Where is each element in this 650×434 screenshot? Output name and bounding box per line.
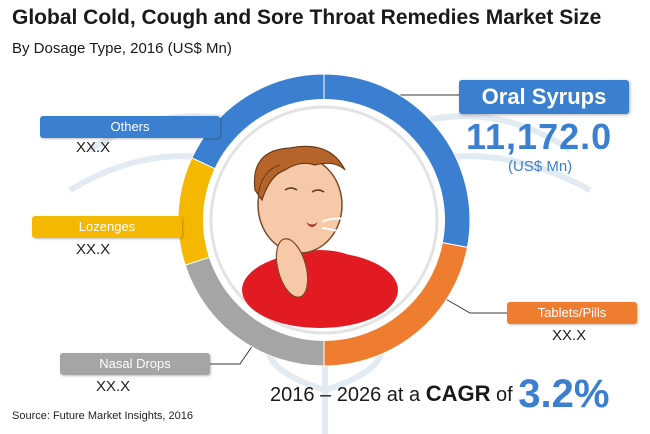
cagr-word: CAGR (425, 381, 491, 406)
coughing-boy-illustration (242, 145, 398, 328)
lozenges-label: Lozenges (32, 216, 182, 238)
chart-title: Global Cold, Cough and Sore Throat Remed… (12, 6, 602, 29)
cagr-statement: 2016 – 2026 at a CAGR of 3.2% (270, 372, 609, 417)
cagr-of: of (496, 384, 513, 406)
chart-subtitle: By Dosage Type, 2016 (US$ Mn) (12, 40, 232, 57)
donut-inner-border (209, 105, 439, 335)
oral-syrups-unit: (US$ Mn) (508, 158, 573, 175)
lozenges-value: XX.X (76, 241, 111, 258)
nasal-drops-label: Nasal Drops (60, 353, 210, 375)
source-note: Source: Future Market Insights, 2016 (12, 410, 193, 422)
tablets-pills-value: XX.X (552, 327, 587, 344)
others-label: Others (40, 116, 220, 138)
cagr-rate: 3.2% (518, 372, 610, 416)
oral-syrups-value: 11,172.0 (466, 116, 613, 157)
tablets-pills-label: Tablets/Pills (507, 302, 637, 324)
nasal-drops-value: XX.X (96, 378, 131, 395)
oral-syrups-label: Oral Syrups (459, 80, 629, 114)
cagr-prefix: 2016 – 2026 at a (270, 384, 421, 406)
others-value: XX.X (76, 139, 111, 156)
